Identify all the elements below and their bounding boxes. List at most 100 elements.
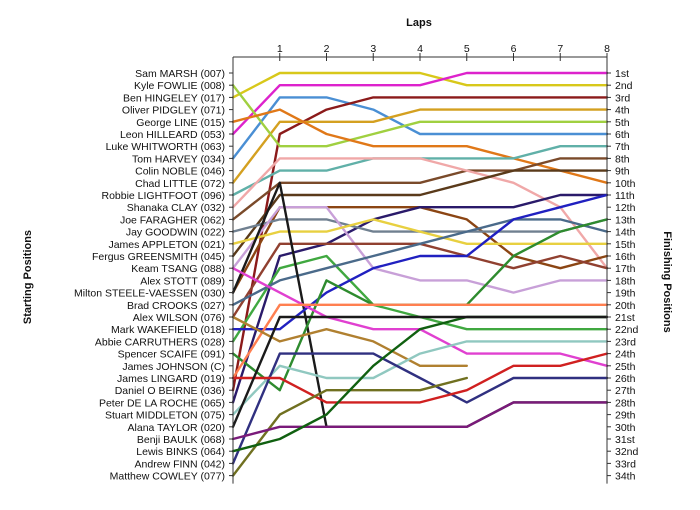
finish-position-label: 13th bbox=[615, 214, 636, 226]
finish-position-label: 1st bbox=[615, 68, 629, 80]
finish-position-label: 34th bbox=[615, 471, 636, 483]
finish-position-label: 9th bbox=[615, 166, 630, 178]
lap-tick-label: 7 bbox=[557, 43, 563, 55]
finish-position-label: 25th bbox=[615, 361, 636, 373]
series-line-21 bbox=[231, 193, 609, 331]
start-position-label: Alex WILSON (076) bbox=[133, 312, 225, 324]
finish-position-label: 6th bbox=[615, 129, 630, 141]
start-position-label: George LINE (015) bbox=[136, 117, 225, 129]
series-line-1 bbox=[231, 71, 609, 99]
series-group bbox=[231, 71, 609, 477]
x-axis-title: Laps bbox=[406, 17, 432, 29]
finish-position-label: 26th bbox=[615, 373, 636, 385]
series-line-10 bbox=[231, 157, 609, 270]
start-position-label: Andrew FINN (042) bbox=[135, 458, 225, 470]
finish-position-label: 21st bbox=[615, 312, 635, 324]
finish-position-label: 23rd bbox=[615, 336, 636, 348]
series-line-3 bbox=[231, 96, 609, 160]
lap-tick-label: 3 bbox=[370, 43, 376, 55]
finish-position-labels: 1st2nd3rd4th5th6th7th8th9th10th11th12th1… bbox=[615, 68, 639, 483]
lap-tick-label: 8 bbox=[604, 43, 610, 55]
series-line-28 bbox=[231, 352, 609, 404]
start-position-label: Jay GOODWIN (022) bbox=[126, 227, 225, 239]
start-position-label: Mark WAKEFIELD (018) bbox=[111, 324, 225, 336]
series-line-6 bbox=[231, 83, 609, 148]
start-position-label: Benji BAULK (068) bbox=[137, 434, 225, 446]
start-position-label: Spencer SCAIFE (091) bbox=[118, 349, 225, 361]
finish-position-label: 14th bbox=[615, 227, 636, 239]
finish-position-label: 8th bbox=[615, 153, 630, 165]
finish-position-label: 19th bbox=[615, 288, 636, 300]
start-position-label: Matthew COWLEY (077) bbox=[110, 471, 225, 483]
finish-position-label: 22nd bbox=[615, 324, 639, 336]
start-position-label: Luke WHITWORTH (063) bbox=[106, 141, 225, 153]
y-axis-left-title: Starting Positions bbox=[22, 230, 34, 324]
start-position-label: Colin NOBLE (046) bbox=[135, 166, 225, 178]
start-position-labels: Sam MARSH (007)Kyle FOWLIE (008)Ben HING… bbox=[74, 68, 225, 483]
y-axis-right-title: Finishing Positions bbox=[661, 231, 673, 332]
finish-position-label: 12th bbox=[615, 202, 636, 214]
finish-position-label: 18th bbox=[615, 275, 636, 287]
finish-position-label: 4th bbox=[615, 105, 630, 117]
series-line-2 bbox=[231, 71, 609, 136]
start-position-label: Abbie CARRUTHERS (028) bbox=[95, 336, 225, 348]
finish-position-label: 20th bbox=[615, 300, 636, 312]
finish-position-label: 27th bbox=[615, 385, 636, 397]
start-position-label: Alex STOTT (089) bbox=[140, 275, 225, 287]
series-line-19 bbox=[231, 218, 609, 306]
start-position-label: Fergus GREENSMITH (045) bbox=[92, 251, 225, 263]
finish-position-label: 29th bbox=[615, 410, 636, 422]
lap-tick-label: 4 bbox=[417, 43, 423, 55]
start-position-label: James JOHNSON (C) bbox=[122, 361, 225, 373]
finish-position-label: 32nd bbox=[615, 446, 639, 458]
start-position-label: Leon HILLEARD (053) bbox=[120, 129, 225, 141]
finish-position-label: 3rd bbox=[615, 92, 630, 104]
start-position-label: Daniel O BEIRNE (036) bbox=[115, 385, 225, 397]
finish-position-label: 5th bbox=[615, 117, 630, 129]
start-position-label: Milton STEELE-VAESSEN (030) bbox=[74, 288, 225, 300]
series-line-11 bbox=[231, 169, 609, 258]
start-position-label: Ben HINGELEY (017) bbox=[123, 92, 225, 104]
start-position-label: Chad LITTLE (072) bbox=[135, 178, 225, 190]
start-position-label: Robbie LIGHTFOOT (096) bbox=[101, 190, 225, 202]
series-line-13 bbox=[231, 193, 609, 404]
series-line-15 bbox=[231, 205, 609, 294]
finish-position-label: 31st bbox=[615, 434, 635, 446]
start-position-label: Kyle FOWLIE (008) bbox=[134, 80, 225, 92]
series-line-4 bbox=[231, 96, 609, 392]
start-position-label: Keam TSANG (088) bbox=[131, 263, 225, 275]
finish-position-label: 2nd bbox=[615, 80, 633, 92]
finish-position-label: 17th bbox=[615, 263, 636, 275]
lap-tick-label: 2 bbox=[324, 43, 330, 55]
series-line-9 bbox=[231, 157, 609, 221]
start-position-label: Joe FARAGHER (062) bbox=[120, 214, 225, 226]
finish-position-label: 10th bbox=[615, 178, 636, 190]
start-position-label: Alana TAYLOR (020) bbox=[128, 422, 225, 434]
start-position-label: James APPLETON (021) bbox=[108, 239, 225, 251]
axes bbox=[229, 53, 611, 484]
finish-position-label: 28th bbox=[615, 397, 636, 409]
start-position-label: Brad CROOKS (027) bbox=[127, 300, 225, 312]
finish-position-label: 24th bbox=[615, 349, 636, 361]
start-position-label: Shanaka CLAY (032) bbox=[127, 202, 225, 214]
series-line-32 bbox=[231, 315, 609, 428]
start-position-label: Stuart MIDDLETON (075) bbox=[105, 410, 225, 422]
start-position-label: James LINGARD (019) bbox=[117, 373, 225, 385]
finish-position-label: 15th bbox=[615, 239, 636, 251]
series-line-5 bbox=[231, 108, 609, 185]
series-line-7 bbox=[231, 108, 609, 185]
start-position-label: Lewis BINKS (064) bbox=[136, 446, 225, 458]
series-line-16 bbox=[231, 218, 609, 246]
lap-tick-label: 1 bbox=[277, 43, 283, 55]
finish-position-label: 16th bbox=[615, 251, 636, 263]
series-line-30 bbox=[231, 401, 609, 441]
lap-tick-labels: 1 2 3 4 5 6 7 8 bbox=[277, 43, 610, 55]
series-line-24 bbox=[231, 303, 609, 380]
start-position-label: Tom HARVEY (034) bbox=[132, 153, 225, 165]
start-position-label: Sam MARSH (007) bbox=[135, 68, 225, 80]
series-line-27 bbox=[231, 352, 609, 465]
finish-position-label: 30th bbox=[615, 422, 636, 434]
lap-tick-label: 6 bbox=[511, 43, 517, 55]
finish-position-label: 7th bbox=[615, 141, 630, 153]
